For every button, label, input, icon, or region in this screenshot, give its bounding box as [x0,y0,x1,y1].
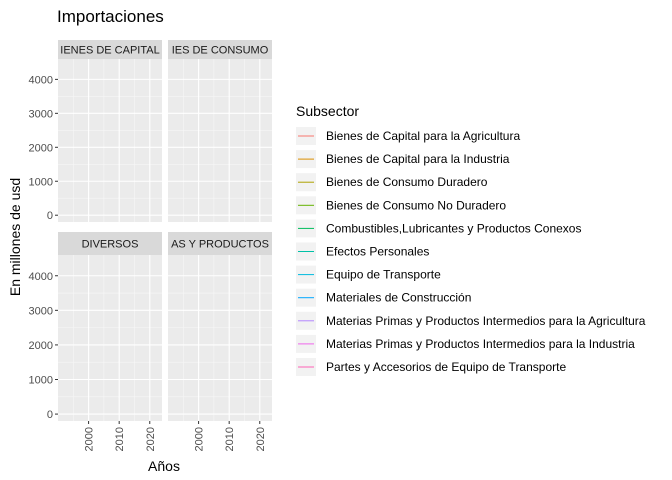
legend-label: Bienes de Capital para la Agricultura [326,129,520,143]
y-tick-label: 3000 [29,108,53,120]
legend-item: Materias Primas y Productos Intermedios … [296,311,646,330]
x-tick-label: 2020 [145,427,157,451]
y-tick-label: 1000 [29,375,53,387]
facet-strip [58,40,162,59]
y-tick-label: 2000 [29,142,53,154]
facet-strip [168,40,272,59]
legend-title: Subsector [296,103,359,119]
x-axis-title: Años [148,458,180,474]
facet-panel: IES DE CONSUMO [168,40,272,222]
facet-strip-label: AS Y PRODUCTOS [171,239,269,251]
legend-label: Bienes de Consumo No Duradero [326,198,506,212]
legend-label: Materias Primas y Productos Intermedios … [326,337,635,351]
panel-background [58,59,162,222]
x-tick-label: 2010 [224,427,236,451]
facet-strip-label: DIVERSOS [82,239,139,251]
x-tick-label: 2000 [84,427,96,451]
panel-background [168,255,272,421]
y-tick-label: 4000 [29,74,53,86]
legend-item: Bienes de Capital para la Industria [296,150,510,169]
legend-label: Materiales de Construcción [326,291,471,305]
legend-item: Partes y Accesorios de Equipo de Transpo… [296,358,566,376]
legend-item: Combustibles,Lubricantes y Productos Con… [296,219,581,238]
y-tick-label: 0 [47,409,53,421]
x-tick-label: 2000 [194,427,206,451]
facet-panels: IENES DE CAPITAL 0 1000 2000 3000 4000 IES DE … [29,40,272,451]
legend-label: Bienes de Consumo Duradero [326,175,488,189]
legend-item: Materias Primas y Productos Intermedios … [296,334,635,353]
facet-strip [168,232,272,255]
legend: Bienes de Capital para la Agricultura Bie… [296,127,646,376]
legend-label: Materias Primas y Productos Intermedios … [326,314,646,328]
facet-panel: AS Y PRODUCTOS 2000 2010 2020 [168,232,272,451]
panel-background [168,59,272,222]
legend-item: Bienes de Consumo Duradero [296,173,488,192]
x-tick-label: 2010 [114,427,126,451]
legend-label: Partes y Accesorios de Equipo de Transpo… [326,360,566,374]
y-tick-label: 2000 [29,340,53,352]
legend-item: Efectos Personales [296,242,429,261]
chart-title: Importaciones [57,7,164,26]
facet-strip-label: IES DE CONSUMO [172,45,269,57]
y-tick-label: 0 [47,210,53,222]
legend-label: Bienes de Capital para la Industria [326,152,510,166]
facet-panel: IENES DE CAPITAL 0 1000 2000 3000 4000 [29,40,162,222]
panel-background [58,255,162,421]
y-tick-label: 1000 [29,176,53,188]
legend-item: Equipo de Transporte [296,265,441,284]
legend-item: Materiales de Construcción [296,288,471,307]
legend-label: Equipo de Transporte [326,268,441,282]
facet-strip-label: IENES DE CAPITAL [60,45,159,57]
legend-item: Bienes de Consumo No Duradero [296,196,506,215]
y-axis-title: En millones de usd [7,178,23,296]
x-tick-label: 2020 [255,427,267,451]
legend-label: Combustibles,Lubricantes y Productos Con… [326,221,581,235]
legend-label: Efectos Personales [326,245,429,259]
legend-item: Bienes de Capital para la Agricultura [296,127,520,145]
facet-strip [58,232,162,255]
facet-panel: DIVERSOS 0 1000 2000 3000 4000 2000 2010 2020 [29,232,162,451]
y-tick-label: 3000 [29,305,53,317]
y-tick-label: 4000 [29,271,53,283]
